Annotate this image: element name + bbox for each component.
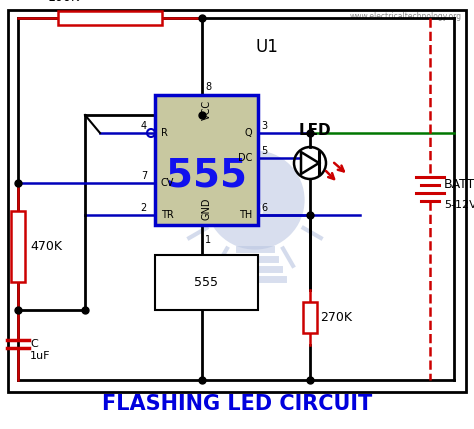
- Text: 5-12V: 5-12V: [444, 200, 474, 210]
- Circle shape: [205, 151, 305, 250]
- Text: VCC: VCC: [201, 100, 211, 120]
- Text: 555: 555: [194, 276, 219, 289]
- Bar: [8, 10, 466, 392]
- Text: R: R: [161, 128, 168, 138]
- Text: LED: LED: [299, 123, 331, 138]
- Text: CV: CV: [161, 178, 174, 188]
- Text: BATTERY: BATTERY: [444, 178, 474, 191]
- Bar: [58, 11, 162, 25]
- Bar: [11, 211, 25, 282]
- Text: TH: TH: [239, 210, 252, 220]
- Text: 8: 8: [205, 82, 211, 92]
- Text: U1: U1: [255, 38, 278, 56]
- Polygon shape: [301, 152, 319, 174]
- Text: 1: 1: [205, 235, 211, 245]
- Bar: [155, 255, 258, 310]
- Text: 5: 5: [261, 146, 267, 156]
- Text: www.electricaltechnology.org: www.electricaltechnology.org: [350, 12, 462, 21]
- Text: GND: GND: [201, 197, 211, 220]
- Text: 4: 4: [141, 121, 147, 131]
- Bar: [155, 95, 258, 225]
- Text: 3: 3: [261, 121, 267, 131]
- Text: 7: 7: [141, 171, 147, 181]
- Text: 100K: 100K: [48, 0, 80, 4]
- Text: DC: DC: [237, 153, 252, 163]
- Text: 6: 6: [261, 203, 267, 213]
- Text: TR: TR: [161, 210, 174, 220]
- Text: 270K: 270K: [320, 311, 352, 324]
- Text: 2: 2: [141, 203, 147, 213]
- Text: 555: 555: [166, 157, 247, 195]
- Text: C
1uF: C 1uF: [30, 339, 51, 361]
- Text: 470K: 470K: [30, 240, 62, 253]
- Text: FLASHING LED CIRCUIT: FLASHING LED CIRCUIT: [102, 394, 372, 414]
- Bar: [303, 302, 317, 333]
- Text: Q: Q: [245, 128, 252, 138]
